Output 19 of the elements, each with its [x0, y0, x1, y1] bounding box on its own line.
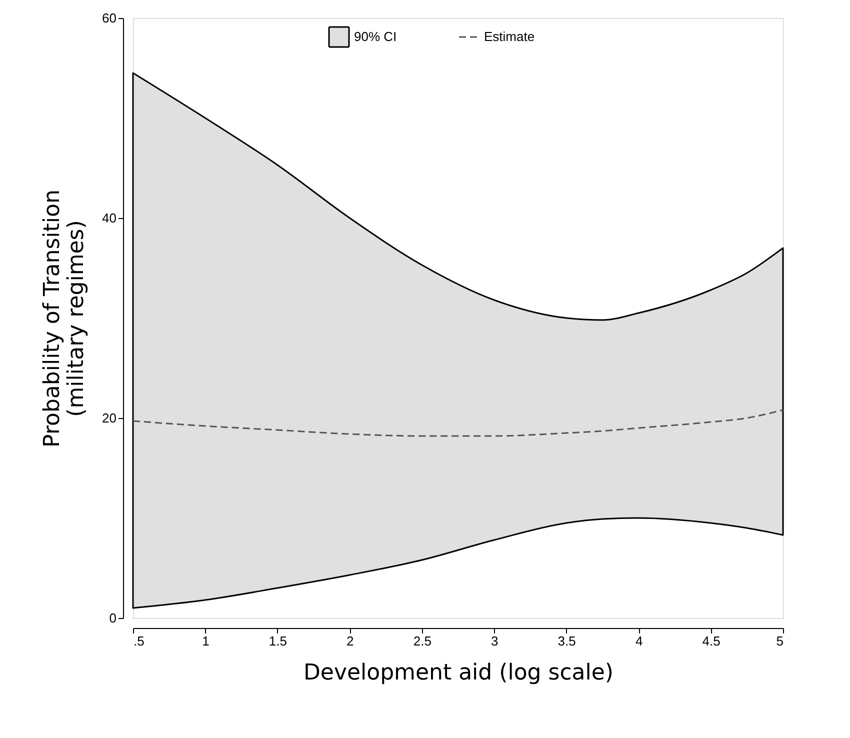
y-tick-label: 20 [102, 410, 116, 426]
x-tick-label: 1 [202, 634, 210, 648]
y-axis-title: Probability of Transition (military regimes) [40, 190, 90, 448]
x-tick-label: 5 [776, 634, 784, 648]
y-tick-label: 0 [109, 610, 116, 626]
y-tick-label: 40 [102, 210, 116, 226]
x-tick-label: 2.5 [413, 634, 432, 648]
x-axis-title: Development aid (log scale) [303, 660, 614, 686]
legend-label: 90% CI [354, 29, 397, 44]
x-tick-label: 3 [490, 634, 498, 648]
x-tick-label: 4 [635, 634, 643, 648]
y-tick-label: 60 [102, 10, 116, 26]
x-tick-label: 1.5 [268, 634, 287, 648]
x-tick-label: 4.5 [702, 634, 720, 648]
x-tick-label: .5 [134, 634, 144, 648]
legend-label: Estimate [484, 29, 535, 44]
line-series [132, 409, 784, 437]
x-tick-label: 3.5 [558, 634, 576, 648]
x-tick-label: 2 [346, 634, 354, 648]
